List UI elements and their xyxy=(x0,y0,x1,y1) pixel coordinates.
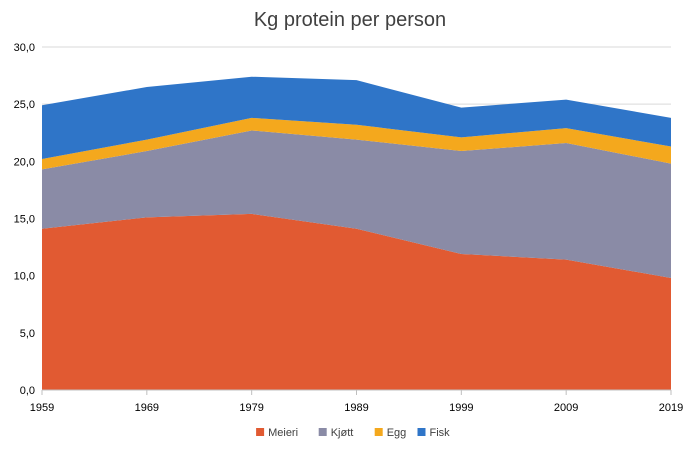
x-tick-label: 2009 xyxy=(554,402,578,414)
legend-swatch-meieri xyxy=(256,428,265,436)
axes: 0,0 5,0 10,0 15,0 20,0 25,0 30,0 1959 1969 1979 19… xyxy=(14,42,684,414)
chart-title: Kg protein per person xyxy=(254,9,446,31)
legend-swatch-egg xyxy=(374,428,383,436)
area-egg xyxy=(42,117,671,170)
legend-swatch-kj-tt xyxy=(318,428,327,436)
y-tick-label: 5,0 xyxy=(20,328,35,340)
x-tick-label: 1969 xyxy=(135,402,159,414)
y-tick-label: 25,0 xyxy=(14,99,35,111)
x-tick-label: 1999 xyxy=(449,402,473,414)
legend-label-kj-tt: Kjøtt xyxy=(331,427,354,439)
area-fisk xyxy=(42,76,671,160)
x-tick-label: 1989 xyxy=(344,402,368,414)
x-tick-label: 1959 xyxy=(30,402,54,414)
legend-label-egg: Egg xyxy=(387,427,407,439)
legend-label-meieri: Meieri xyxy=(268,427,298,439)
x-tick-label: 2019 xyxy=(659,402,683,414)
area-meieri xyxy=(42,213,671,390)
legend-label-fisk: Fisk xyxy=(430,427,451,439)
y-tick-label: 0,0 xyxy=(20,385,35,397)
y-tick-label: 15,0 xyxy=(14,214,35,226)
x-tick-label: 1979 xyxy=(239,402,263,414)
y-tick-label: 30,0 xyxy=(14,42,35,54)
area-kj-tt xyxy=(42,130,671,278)
y-tick-label: 20,0 xyxy=(14,156,35,168)
legend-swatch-fisk xyxy=(417,428,426,436)
area-series xyxy=(42,76,671,390)
y-tick-label: 10,0 xyxy=(14,271,35,283)
legend: Meieri Kjøtt Egg Fisk xyxy=(256,427,450,439)
